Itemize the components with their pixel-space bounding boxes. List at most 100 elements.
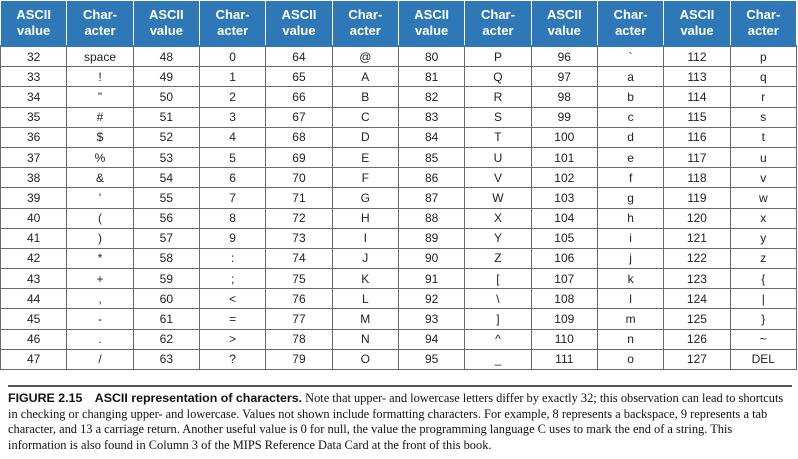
header-text: acter xyxy=(747,23,779,38)
character-cell: M xyxy=(331,308,399,330)
character-cell: DEL xyxy=(729,348,798,371)
character-cell: 9 xyxy=(198,227,267,249)
character-cell: y xyxy=(729,227,798,249)
character-cell: ? xyxy=(198,348,267,371)
ascii-value-cell: 85 xyxy=(397,146,466,169)
ascii-value-cell: 77 xyxy=(265,308,333,330)
ascii-value-cell: 94 xyxy=(397,328,466,350)
ascii-value-cell: 67 xyxy=(265,106,333,128)
ascii-value-cell: 103 xyxy=(530,187,598,209)
ascii-value-cell: 81 xyxy=(397,66,466,88)
header-text: Char- xyxy=(613,7,648,22)
header-ascii-value: ASCII value xyxy=(0,1,68,46)
character-cell: ~ xyxy=(729,328,798,350)
ascii-value-cell: 58 xyxy=(132,247,200,270)
table-row: 38 & 54 6 70 F 86 V 102 f 118 v xyxy=(0,167,798,189)
ascii-value-cell: 65 xyxy=(265,66,333,88)
character-cell: $ xyxy=(66,126,134,148)
ascii-value-cell: 71 xyxy=(265,187,333,209)
ascii-value-cell: 51 xyxy=(132,106,200,128)
ascii-value-cell: 91 xyxy=(397,268,466,290)
character-cell: 1 xyxy=(198,66,267,88)
ascii-value-cell: 83 xyxy=(397,106,466,128)
header-text: value xyxy=(415,23,449,38)
character-cell: Z xyxy=(464,247,532,270)
ascii-table: ASCII value Char-acter ASCII value Char-acter… xyxy=(0,1,798,371)
character-cell: G xyxy=(331,187,399,209)
table-row: 41) 57 9 73 I 89 Y 105 i 121 y xyxy=(0,227,798,249)
character-cell: # xyxy=(66,106,134,128)
ascii-value-cell: 113 xyxy=(663,66,731,88)
table-row: 35 #51 3 67 C 83 S 99 c 115 s xyxy=(0,106,798,128)
ascii-value-cell: 102 xyxy=(530,167,598,189)
header-text: ASCII xyxy=(414,7,449,22)
header-ascii-value: ASCII value xyxy=(663,1,731,46)
ascii-value-cell: 55 xyxy=(132,187,200,209)
ascii-value-cell: 106 xyxy=(530,247,598,270)
character-cell: F xyxy=(331,167,399,189)
ascii-value-cell: 37 xyxy=(0,146,68,169)
ascii-value-cell: 74 xyxy=(265,247,333,270)
character-cell: g xyxy=(596,187,665,209)
ascii-value-cell: 53 xyxy=(132,146,200,169)
ascii-value-cell: 59 xyxy=(132,268,200,290)
ascii-value-cell: 124 xyxy=(663,288,731,310)
ascii-value-cell: 96 xyxy=(530,45,598,68)
ascii-value-cell: 100 xyxy=(530,126,598,148)
figure-title: ASCII representation of characters. xyxy=(94,391,303,405)
character-cell: _ xyxy=(464,348,532,371)
ascii-value-cell: 80 xyxy=(397,45,466,68)
character-cell: X xyxy=(464,207,532,229)
character-cell: 5 xyxy=(198,146,267,169)
character-cell: E xyxy=(331,146,399,169)
table-row: 42 * 58:74 J 90 Z 106 j 122 z xyxy=(0,247,798,270)
character-cell: U xyxy=(464,146,532,169)
ascii-value-cell: 114 xyxy=(663,86,731,108)
header-text: Char- xyxy=(480,7,515,22)
character-cell: J xyxy=(331,247,399,270)
ascii-value-cell: 125 xyxy=(663,308,731,330)
table-row: 47/63? 79 O 95 _ 111 o 127 DEL xyxy=(0,348,798,371)
character-cell: 4 xyxy=(198,126,267,148)
character-cell: < xyxy=(198,288,267,310)
ascii-value-cell: 115 xyxy=(663,106,731,128)
character-cell: q xyxy=(729,66,798,88)
character-cell: O xyxy=(331,348,399,371)
ascii-value-cell: 105 xyxy=(530,227,598,249)
character-cell: R xyxy=(464,86,532,108)
header-ascii-value: ASCII value xyxy=(397,1,466,46)
ascii-value-cell: 108 xyxy=(530,288,598,310)
figure-caption: FIGURE 2.15 ASCII representation of char… xyxy=(8,385,792,453)
character-cell: v xyxy=(729,167,798,189)
character-cell: ) xyxy=(66,227,134,249)
header-character: Char-acter xyxy=(596,1,665,46)
character-cell: D xyxy=(331,126,399,148)
character-cell: p xyxy=(729,45,798,68)
ascii-value-cell: 39 xyxy=(0,187,68,209)
ascii-value-cell: 57 xyxy=(132,227,200,249)
table-row: 44, 60 <76 L 92 \ 108 l 124 | xyxy=(0,288,798,310)
character-cell: % xyxy=(66,146,134,169)
header-text: value xyxy=(680,23,714,38)
ascii-value-cell: 33 xyxy=(0,66,68,88)
ascii-value-cell: 60 xyxy=(132,288,200,310)
ascii-value-cell: 50 xyxy=(132,86,200,108)
ascii-value-cell: 63 xyxy=(132,348,200,371)
ascii-value-cell: 98 xyxy=(530,86,598,108)
ascii-value-cell: 46 xyxy=(0,328,68,350)
character-cell: r xyxy=(729,86,798,108)
ascii-value-cell: 72 xyxy=(265,207,333,229)
table-header-row: ASCII value Char-acter ASCII value Char-acter… xyxy=(0,1,798,46)
ascii-value-cell: 82 xyxy=(397,86,466,108)
ascii-value-cell: 56 xyxy=(132,207,200,229)
character-cell: P xyxy=(464,45,532,68)
character-cell: u xyxy=(729,146,798,169)
table-row: 33! 49 1 65 A 81 Q 97 a 113 q xyxy=(0,66,798,88)
ascii-value-cell: 118 xyxy=(663,167,731,189)
ascii-value-cell: 49 xyxy=(132,66,200,88)
ascii-value-cell: 70 xyxy=(265,167,333,189)
ascii-value-cell: 101 xyxy=(530,146,598,169)
ascii-value-cell: 116 xyxy=(663,126,731,148)
header-text: acter xyxy=(482,23,514,38)
character-cell: . xyxy=(66,328,134,350)
